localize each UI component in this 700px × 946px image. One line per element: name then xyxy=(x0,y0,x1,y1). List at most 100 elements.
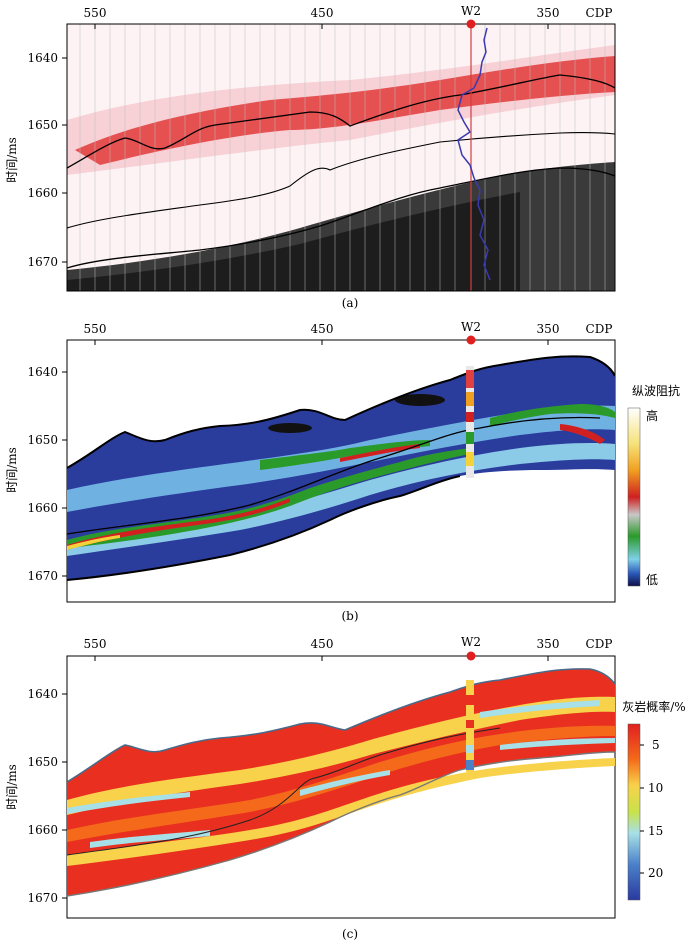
well-log-curve xyxy=(457,27,491,281)
panel-b-y-axis: 1640 1650 1660 1670 时间/ms xyxy=(5,365,67,583)
panel-a-y-axis: 1640 1650 1660 1670 时间/ms xyxy=(5,51,67,269)
panel-c: 550 450 350 CDP W2 1640 1650 1660 1670 时… xyxy=(5,635,686,941)
x-tick-label: 350 xyxy=(537,322,560,336)
x-tick-label: 550 xyxy=(84,6,107,20)
x-tick-label: 450 xyxy=(311,322,334,336)
panel-c-plot xyxy=(67,668,615,897)
panel-a: 550 450 350 CDP W2 1640 1650 1660 1670 时… xyxy=(5,4,616,310)
x-tick-label: 450 xyxy=(311,637,334,651)
x-tick-label: 350 xyxy=(537,6,560,20)
y-axis-label: 时间/ms xyxy=(5,137,19,183)
colorbar-tick: 10 xyxy=(648,781,663,795)
horizon-3 xyxy=(67,167,615,269)
cyan-streak xyxy=(90,830,210,848)
y-tick-label: 1670 xyxy=(27,255,58,269)
colorbar-low-label: 低 xyxy=(646,573,658,587)
well-marker xyxy=(466,335,476,345)
colorbar xyxy=(627,723,641,901)
x-axis-label: CDP xyxy=(586,6,613,20)
red-thin-layer xyxy=(67,498,290,550)
black-pocket xyxy=(268,423,312,433)
well-c-seg xyxy=(466,695,474,705)
x-axis-label: CDP xyxy=(586,637,613,651)
red-streak-mid xyxy=(340,444,420,462)
colorbar-title: 灰岩概率/% xyxy=(622,699,685,714)
panel-c-colorbar: 灰岩概率/% 5 10 15 20 xyxy=(622,699,686,901)
x-axis-label: CDP xyxy=(586,322,613,336)
well-marker xyxy=(466,651,476,661)
colorbar-tick: 15 xyxy=(648,824,663,838)
y-tick-label: 1660 xyxy=(27,823,58,837)
yellow-band-2 xyxy=(67,758,615,866)
well-label: W2 xyxy=(461,635,481,649)
well-marker xyxy=(466,19,476,29)
panel-b-colorbar: 纵波阻抗 高 低 xyxy=(627,383,680,587)
y-tick-label: 1670 xyxy=(27,891,58,905)
caption: (b) xyxy=(341,609,358,623)
panel-c-y-axis: 1640 1650 1660 1670 时间/ms xyxy=(5,687,67,905)
y-tick-label: 1640 xyxy=(27,51,58,65)
y-tick-label: 1650 xyxy=(27,755,58,769)
green-layer-right xyxy=(490,404,615,426)
y-tick-label: 1670 xyxy=(27,569,58,583)
well-c-seg xyxy=(466,720,474,728)
colorbar-high-label: 高 xyxy=(646,408,658,423)
well-c-seg xyxy=(466,760,474,770)
well-c-seg xyxy=(466,745,474,753)
colorbar xyxy=(627,407,641,587)
well-b-seg xyxy=(466,452,474,466)
y-tick-label: 1640 xyxy=(27,687,58,701)
horizon-1 xyxy=(67,74,615,169)
well-b-seg xyxy=(466,412,474,422)
trace-grid xyxy=(79,24,606,291)
y-tick-label: 1660 xyxy=(27,501,58,515)
red-streak-right xyxy=(560,424,605,444)
well-b-seg xyxy=(466,392,474,406)
cyan-streak xyxy=(480,700,600,718)
mid-horizon xyxy=(67,416,601,535)
base-horizon xyxy=(67,475,461,581)
y-tick-label: 1660 xyxy=(27,186,58,200)
cyan-streak xyxy=(500,738,615,750)
x-tick-label: 350 xyxy=(537,637,560,651)
x-tick-label: 550 xyxy=(84,322,107,336)
yellow-streak xyxy=(67,535,120,550)
top-horizon xyxy=(67,355,615,469)
panel-b-x-axis: 550 450 350 CDP W2 xyxy=(84,320,613,345)
y-tick-label: 1650 xyxy=(27,118,58,132)
panel-c-x-axis: 550 450 350 CDP W2 xyxy=(84,635,613,661)
caption: (a) xyxy=(342,296,359,310)
green-layer-mid xyxy=(260,440,430,470)
well-b-seg xyxy=(466,432,474,444)
black-pocket xyxy=(395,394,445,406)
x-tick-label: 450 xyxy=(311,6,334,20)
panel-b-plot xyxy=(67,355,615,581)
colorbar-tick: 5 xyxy=(652,738,660,752)
well-b-seg xyxy=(466,370,474,388)
panel-b: 550 450 350 CDP W2 1640 1650 1660 1670 时… xyxy=(5,320,680,623)
cyan-streak xyxy=(300,770,390,796)
panel-a-frame xyxy=(66,23,616,292)
yellow-band-1 xyxy=(67,696,615,815)
x-tick-label: 550 xyxy=(84,637,107,651)
well-label: W2 xyxy=(461,320,481,334)
green-layer xyxy=(67,448,470,548)
y-tick-label: 1650 xyxy=(27,433,58,447)
mid-horizon xyxy=(67,727,501,856)
red-high-band xyxy=(75,56,615,165)
colorbar-tick: 20 xyxy=(648,866,663,880)
top-horizon xyxy=(67,668,615,783)
y-axis-label: 时间/ms xyxy=(5,764,19,810)
colorbar-title: 纵波阻抗 xyxy=(632,383,680,398)
y-tick-label: 1640 xyxy=(27,365,58,379)
horizon-2 xyxy=(67,132,615,229)
y-axis-label: 时间/ms xyxy=(5,447,19,493)
base-horizon xyxy=(67,751,615,897)
panel-a-plot xyxy=(67,24,615,291)
caption: (c) xyxy=(342,927,358,941)
cyan-streak xyxy=(67,792,190,814)
dark-wedge-core xyxy=(67,192,520,291)
well-label: W2 xyxy=(461,4,481,18)
panel-a-x-axis: 550 450 350 CDP W2 xyxy=(84,4,613,29)
